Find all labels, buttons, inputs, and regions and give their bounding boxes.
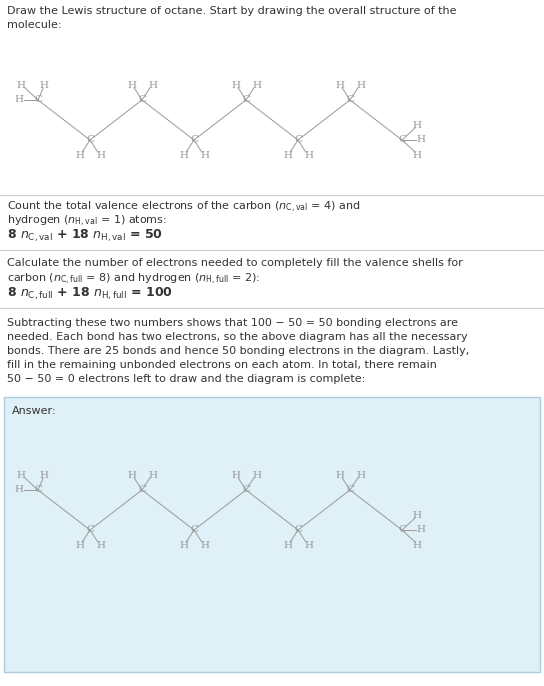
Text: H: H bbox=[96, 150, 106, 160]
Text: 50 − 50 = 0 electrons left to draw and the diagram is complete:: 50 − 50 = 0 electrons left to draw and t… bbox=[7, 374, 365, 384]
Text: H: H bbox=[304, 541, 313, 549]
Text: H: H bbox=[412, 510, 422, 519]
Text: H: H bbox=[284, 150, 293, 160]
Text: H: H bbox=[128, 471, 137, 480]
Text: H: H bbox=[336, 471, 345, 480]
Text: H: H bbox=[336, 80, 345, 89]
Text: bonds. There are 25 bonds and hence 50 bonding electrons in the diagram. Lastly,: bonds. There are 25 bonds and hence 50 b… bbox=[7, 346, 469, 356]
Text: H: H bbox=[412, 150, 422, 160]
Text: molecule:: molecule: bbox=[7, 20, 61, 30]
Text: H: H bbox=[76, 150, 85, 160]
Text: H: H bbox=[412, 541, 422, 549]
Text: Count the total valence electrons of the carbon ($n_{\mathrm{C,val}}$ = 4) and: Count the total valence electrons of the… bbox=[7, 200, 360, 215]
Text: H: H bbox=[304, 150, 313, 160]
Text: C: C bbox=[138, 95, 146, 104]
Text: needed. Each bond has two electrons, so the above diagram has all the necessary: needed. Each bond has two electrons, so … bbox=[7, 332, 468, 342]
Text: H: H bbox=[252, 80, 261, 89]
Text: hydrogen ($n_{\mathrm{H,val}}$ = 1) atoms:: hydrogen ($n_{\mathrm{H,val}}$ = 1) atom… bbox=[7, 214, 167, 229]
Text: H: H bbox=[412, 121, 422, 130]
FancyBboxPatch shape bbox=[4, 397, 540, 672]
Text: H: H bbox=[128, 80, 137, 89]
Text: H: H bbox=[232, 471, 240, 480]
Text: Calculate the number of electrons needed to completely fill the valence shells f: Calculate the number of electrons needed… bbox=[7, 258, 463, 268]
Text: C: C bbox=[138, 486, 146, 495]
Text: C: C bbox=[190, 136, 198, 145]
Text: C: C bbox=[86, 525, 94, 534]
Text: H: H bbox=[40, 471, 49, 480]
Text: H: H bbox=[149, 80, 157, 89]
Text: H: H bbox=[40, 80, 49, 89]
Text: H: H bbox=[149, 471, 157, 480]
Text: H: H bbox=[180, 541, 189, 549]
Text: carbon ($n_{\mathrm{C,full}}$ = 8) and hydrogen ($n_{\mathrm{H,full}}$ = 2):: carbon ($n_{\mathrm{C,full}}$ = 8) and h… bbox=[7, 272, 260, 287]
Text: C: C bbox=[294, 525, 302, 534]
Text: H: H bbox=[356, 80, 366, 89]
Text: H: H bbox=[356, 471, 366, 480]
Text: Draw the Lewis structure of octane. Start by drawing the overall structure of th: Draw the Lewis structure of octane. Star… bbox=[7, 6, 456, 16]
Text: Answer:: Answer: bbox=[12, 406, 57, 416]
Text: C: C bbox=[190, 525, 198, 534]
Text: H: H bbox=[96, 541, 106, 549]
Text: H: H bbox=[232, 80, 240, 89]
Text: 8 $n_{\mathrm{C,val}}$ + 18 $n_{\mathrm{H,val}}$ = 50: 8 $n_{\mathrm{C,val}}$ + 18 $n_{\mathrm{… bbox=[7, 228, 163, 244]
Text: H: H bbox=[200, 541, 209, 549]
Text: Subtracting these two numbers shows that 100 − 50 = 50 bonding electrons are: Subtracting these two numbers shows that… bbox=[7, 318, 458, 328]
Text: H: H bbox=[15, 95, 23, 104]
Text: C: C bbox=[346, 486, 354, 495]
Text: H: H bbox=[16, 82, 26, 91]
Text: fill in the remaining unbonded electrons on each atom. In total, there remain: fill in the remaining unbonded electrons… bbox=[7, 360, 437, 370]
Text: C: C bbox=[346, 95, 354, 104]
Text: H: H bbox=[252, 471, 261, 480]
Text: C: C bbox=[398, 136, 406, 145]
Text: H: H bbox=[76, 541, 85, 549]
Text: H: H bbox=[417, 525, 425, 534]
Text: C: C bbox=[398, 525, 406, 534]
Text: C: C bbox=[34, 486, 42, 495]
Text: H: H bbox=[284, 541, 293, 549]
Text: H: H bbox=[15, 484, 23, 493]
Text: 8 $n_{\mathrm{C,full}}$ + 18 $n_{\mathrm{H,full}}$ = 100: 8 $n_{\mathrm{C,full}}$ + 18 $n_{\mathrm… bbox=[7, 286, 173, 303]
Text: C: C bbox=[34, 95, 42, 104]
Text: H: H bbox=[16, 471, 26, 480]
Text: H: H bbox=[180, 150, 189, 160]
Text: C: C bbox=[86, 136, 94, 145]
Text: C: C bbox=[242, 486, 250, 495]
Text: H: H bbox=[417, 136, 425, 145]
Text: H: H bbox=[200, 150, 209, 160]
Text: C: C bbox=[242, 95, 250, 104]
Text: C: C bbox=[294, 136, 302, 145]
